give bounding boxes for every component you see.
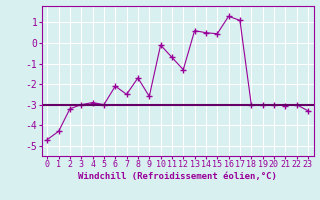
X-axis label: Windchill (Refroidissement éolien,°C): Windchill (Refroidissement éolien,°C) <box>78 172 277 181</box>
